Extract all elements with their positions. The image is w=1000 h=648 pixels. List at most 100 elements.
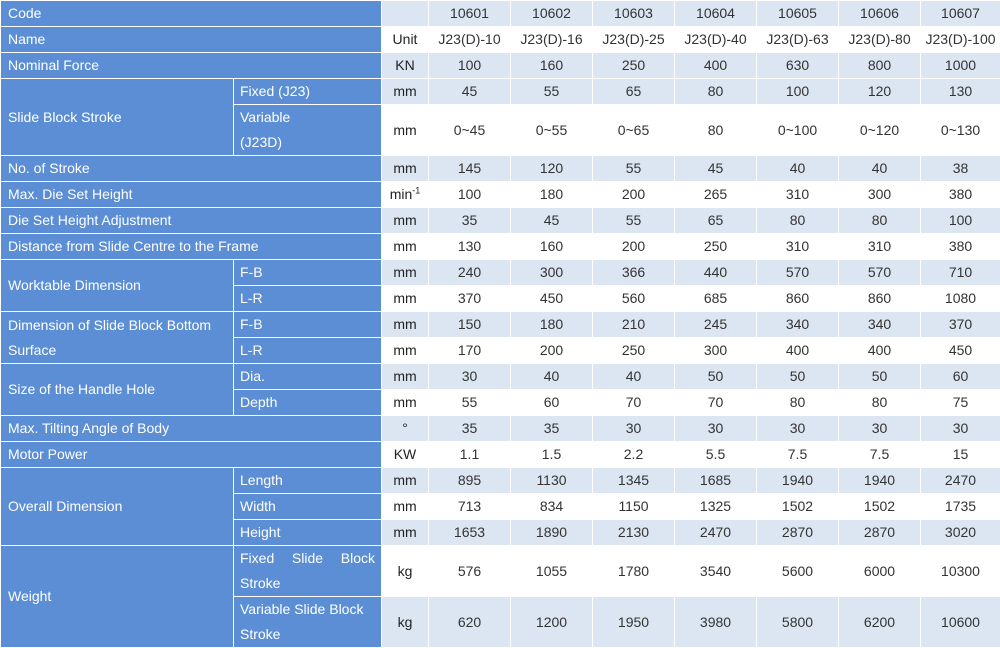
value-cell: 35 (511, 416, 593, 442)
unit-cell: mm (382, 364, 429, 390)
value-cell: 200 (511, 338, 593, 364)
sub-label: F-B (234, 260, 382, 286)
model-cell: J23(D)-16 (511, 27, 593, 53)
model-cell: J23(D)-25 (593, 27, 675, 53)
code-cell: 10602 (511, 1, 593, 27)
value-cell: 55 (593, 156, 675, 182)
sub-label-line: Fixed Slide Block (240, 546, 381, 571)
code-cell: 10601 (429, 1, 511, 27)
sub-label-line: Variable Slide Block (240, 597, 381, 622)
unit-cell: mm (382, 208, 429, 234)
value-cell: 860 (839, 286, 921, 312)
name-row: Name Unit J23(D)-10 J23(D)-16 J23(D)-25 … (1, 27, 1000, 53)
value-cell: 1130 (511, 468, 593, 494)
value-cell: 7.5 (839, 442, 921, 468)
nominal-force-row: Nominal Force KN 100 160 250 400 630 800… (1, 53, 1000, 79)
value-cell: 80 (675, 105, 757, 156)
value-cell: 160 (511, 53, 593, 79)
value-cell: 1325 (675, 494, 757, 520)
value-cell: 370 (429, 286, 511, 312)
value-cell: 30 (675, 416, 757, 442)
value-cell: 1950 (593, 597, 675, 648)
unit-cell: mm (382, 260, 429, 286)
sub-label: Dia. (234, 364, 382, 390)
code-cell: 10604 (675, 1, 757, 27)
value-cell: 250 (593, 53, 675, 79)
value-cell: 55 (429, 390, 511, 416)
value-cell: 3020 (921, 520, 1000, 546)
value-cell: 100 (429, 53, 511, 79)
sub-label: Fixed (J23) (234, 79, 382, 105)
model-cell: J23(D)-10 (429, 27, 511, 53)
unit-cell: mm (382, 468, 429, 494)
code-label: Code (1, 1, 382, 27)
value-cell: 2470 (921, 468, 1000, 494)
value-cell: 145 (429, 156, 511, 182)
value-cell: 30 (921, 416, 1000, 442)
value-cell: 1.1 (429, 442, 511, 468)
value-cell: 55 (511, 79, 593, 105)
value-cell: 0~65 (593, 105, 675, 156)
model-cell: J23(D)-100 (921, 27, 1000, 53)
value-cell: 130 (429, 234, 511, 260)
unit-base: min (390, 186, 413, 202)
motor-power-row: Motor Power KW 1.1 1.5 2.2 5.5 7.5 7.5 1… (1, 442, 1000, 468)
value-cell: 65 (675, 208, 757, 234)
value-cell: 65 (593, 79, 675, 105)
value-cell: 630 (757, 53, 839, 79)
value-cell: 210 (593, 312, 675, 338)
value-cell: 1.5 (511, 442, 593, 468)
value-cell: 80 (839, 208, 921, 234)
value-cell: 895 (429, 468, 511, 494)
value-cell: 2870 (757, 520, 839, 546)
code-cell: 10607 (921, 1, 1000, 27)
sub-label: Variable(J23D) (234, 105, 382, 156)
code-row: Code 10601 10602 10603 10604 10605 10606… (1, 1, 1000, 27)
value-cell: 40 (839, 156, 921, 182)
unit-cell: KW (382, 442, 429, 468)
value-cell: 250 (675, 234, 757, 260)
value-cell: 340 (757, 312, 839, 338)
value-cell: 400 (839, 338, 921, 364)
value-cell: 45 (429, 79, 511, 105)
value-cell: 70 (593, 390, 675, 416)
sub-label: Height (234, 520, 382, 546)
row-label: Distance from Slide Centre to the Frame (1, 234, 382, 260)
value-cell: 245 (675, 312, 757, 338)
value-cell: 1890 (511, 520, 593, 546)
unit-header: Unit (382, 27, 429, 53)
value-cell: 310 (757, 182, 839, 208)
row-label: Nominal Force (1, 53, 382, 79)
value-cell: 5600 (757, 546, 839, 597)
unit-cell: mm (382, 338, 429, 364)
value-cell: 440 (675, 260, 757, 286)
handle-hole-dia-row: Size of the Handle Hole Dia. mm 30 40 40… (1, 364, 1000, 390)
value-cell: 860 (757, 286, 839, 312)
worktable-fb-row: Worktable Dimension F-B mm 240 300 366 4… (1, 260, 1000, 286)
value-cell: 120 (511, 156, 593, 182)
value-cell: 38 (921, 156, 1000, 182)
value-cell: 80 (675, 79, 757, 105)
unit-cell: mm (382, 520, 429, 546)
value-cell: 1000 (921, 53, 1000, 79)
row-label-line: Dimension of Slide Block Bottom (8, 313, 233, 338)
sub-label: Depth (234, 390, 382, 416)
value-cell: 340 (839, 312, 921, 338)
unit-cell: kg (382, 546, 429, 597)
code-cell: 10606 (839, 1, 921, 27)
row-label: Weight (1, 546, 234, 648)
value-cell: 7.5 (757, 442, 839, 468)
value-cell: 400 (675, 53, 757, 79)
value-cell: 100 (429, 182, 511, 208)
value-cell: 300 (839, 182, 921, 208)
unit-cell: mm (382, 79, 429, 105)
model-cell: J23(D)-40 (675, 27, 757, 53)
row-label: No. of Stroke (1, 156, 382, 182)
value-cell: 1150 (593, 494, 675, 520)
value-cell: 1735 (921, 494, 1000, 520)
row-label: Worktable Dimension (1, 260, 234, 312)
value-cell: 5800 (757, 597, 839, 648)
